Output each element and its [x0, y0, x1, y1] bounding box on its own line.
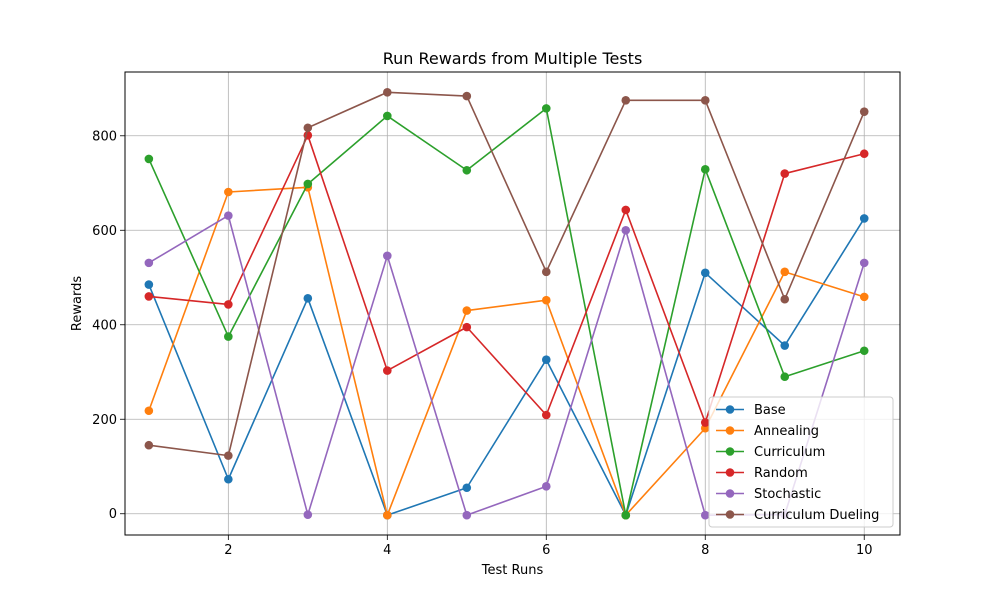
data-point-annealing [859, 292, 869, 302]
data-point-random [144, 292, 154, 301]
data-point-base [224, 474, 233, 484]
legend-label-base: Base [754, 403, 786, 418]
data-point-annealing [541, 295, 551, 305]
chart-title: Run Rewards from Multiple Tests [383, 49, 643, 68]
data-point-curriculum-dueling [462, 91, 472, 101]
plot-frame [124, 71, 901, 536]
data-point-random [780, 169, 790, 178]
legend-marker-random [725, 468, 735, 477]
data-point-curriculum [780, 372, 790, 382]
x-tick-label: 8 [701, 543, 709, 558]
data-point-curriculum [859, 346, 869, 356]
data-point-stochastic [700, 510, 710, 520]
series-line-base [148, 218, 865, 516]
x-tick-label: 10 [856, 543, 873, 558]
data-point-annealing [383, 510, 392, 520]
data-point-random [224, 300, 233, 309]
data-point-base [303, 294, 313, 303]
data-point-curriculum [462, 165, 472, 175]
series-line-curriculum [148, 107, 865, 516]
data-point-curriculum [303, 179, 313, 189]
legend-entry-annealing: Annealing [716, 424, 819, 439]
data-point-stochastic [621, 225, 631, 235]
legend: Base Annealing Curriculum Random Stochastic C… [708, 396, 894, 528]
legend-marker-annealing [725, 426, 735, 435]
data-point-curriculum [700, 165, 710, 174]
y-tick-label: 200 [92, 413, 117, 428]
data-point-curriculum-dueling [303, 123, 313, 133]
series-curriculum [144, 104, 869, 520]
data-point-random [462, 322, 472, 332]
legend-entry-base: Base [716, 403, 786, 418]
x-tick-label: 2 [224, 543, 232, 558]
data-point-curriculum-dueling [780, 294, 790, 304]
y-tick-label: 0 [109, 507, 117, 522]
legend-label-curriculum-dueling: Curriculum Dueling [754, 508, 879, 523]
data-point-stochastic [303, 510, 313, 519]
legend-marker-base [725, 405, 735, 414]
legend-label-stochastic: Stochastic [754, 487, 821, 502]
data-point-curriculum-dueling [700, 96, 710, 105]
data-point-annealing [224, 187, 233, 197]
legend-entry-curriculum: Curriculum [716, 445, 825, 460]
data-point-base [859, 214, 869, 223]
data-point-base [700, 268, 710, 278]
legend-marker-stochastic [725, 489, 735, 498]
legend-label-curriculum: Curriculum [754, 445, 825, 460]
data-point-stochastic [224, 211, 233, 220]
y-tick-label: 800 [92, 129, 117, 144]
data-point-curriculum [383, 111, 392, 121]
data-point-stochastic [859, 258, 869, 268]
x-tick-label: 4 [383, 543, 391, 558]
data-point-curriculum-dueling [541, 267, 551, 277]
data-point-curriculum [144, 154, 154, 164]
data-point-random [541, 410, 551, 420]
data-point-curriculum [224, 332, 233, 341]
legend-marker-curriculum-dueling [725, 510, 735, 519]
data-point-random [700, 418, 710, 427]
legend-entry-random: Random [716, 466, 808, 481]
data-point-annealing [144, 406, 154, 416]
x-tick-label: 6 [542, 543, 550, 558]
data-point-stochastic [383, 251, 392, 261]
data-point-stochastic [462, 510, 472, 520]
data-point-random [621, 205, 631, 215]
data-point-base [780, 341, 790, 350]
data-point-annealing [780, 267, 790, 277]
x-axis-label: Test Runs [481, 563, 544, 578]
data-point-curriculum [621, 510, 631, 520]
legend-entry-stochastic: Stochastic [716, 487, 821, 502]
series-line-annealing [148, 186, 865, 516]
legend-label-random: Random [754, 466, 808, 481]
series-line-curriculum-dueling [148, 91, 865, 457]
series-random [144, 131, 869, 427]
legend-entry-curriculum-dueling: Curriculum Dueling [716, 508, 879, 523]
series-curriculum-dueling [144, 88, 869, 460]
data-point-curriculum-dueling [383, 88, 392, 97]
data-point-curriculum-dueling [224, 451, 233, 460]
y-tick-label: 400 [92, 318, 117, 333]
data-point-annealing [462, 306, 472, 315]
y-axis-label: Rewards [70, 276, 85, 331]
series-line-random [148, 134, 865, 424]
data-point-stochastic [144, 258, 154, 268]
data-point-base [541, 355, 551, 365]
data-point-curriculum-dueling [144, 440, 154, 450]
legend-marker-curriculum [725, 447, 735, 456]
data-point-base [462, 483, 472, 493]
data-point-random [383, 366, 392, 375]
data-point-random [859, 149, 869, 159]
legend-label-annealing: Annealing [754, 424, 819, 439]
data-point-curriculum [541, 104, 551, 113]
data-point-base [144, 280, 154, 289]
legend-box [708, 396, 894, 528]
y-tick-label: 600 [92, 224, 117, 239]
series-group [144, 88, 869, 520]
data-point-stochastic [541, 482, 551, 491]
ticks: 2 4 6 8 10 0 200 400 600 800 [92, 129, 872, 558]
data-point-curriculum-dueling [859, 107, 869, 116]
series-annealing [144, 182, 869, 520]
data-point-curriculum-dueling [621, 96, 631, 105]
